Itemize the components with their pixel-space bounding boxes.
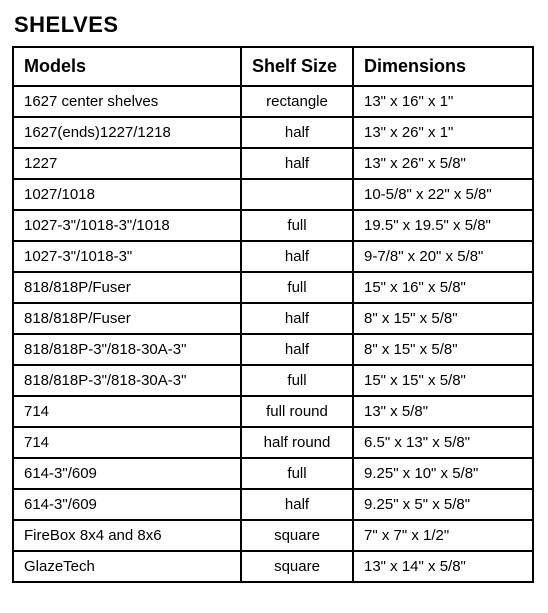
cell-size: half: [241, 489, 353, 520]
cell-model: FireBox 8x4 and 8x6: [13, 520, 241, 551]
cell-model: 818/818P/Fuser: [13, 303, 241, 334]
cell-size: half: [241, 241, 353, 272]
cell-dimensions: 9-7/8" x 20" x 5/8": [353, 241, 533, 272]
cell-model: 714: [13, 427, 241, 458]
cell-dimensions: 13" x 16" x 1": [353, 86, 533, 117]
cell-model: 818/818P/Fuser: [13, 272, 241, 303]
cell-model: 1027-3"/1018-3": [13, 241, 241, 272]
cell-model: 1027-3"/1018-3"/1018: [13, 210, 241, 241]
cell-dimensions: 15" x 15" x 5/8": [353, 365, 533, 396]
cell-size: square: [241, 520, 353, 551]
cell-size: square: [241, 551, 353, 582]
cell-dimensions: 8" x 15" x 5/8": [353, 303, 533, 334]
cell-size: half: [241, 334, 353, 365]
cell-size: [241, 179, 353, 210]
table-row: 614-3"/609half9.25" x 5" x 5/8": [13, 489, 533, 520]
cell-size: rectangle: [241, 86, 353, 117]
cell-model: 818/818P-3"/818-30A-3": [13, 334, 241, 365]
cell-model: 714: [13, 396, 241, 427]
cell-model: 818/818P-3"/818-30A-3": [13, 365, 241, 396]
table-row: 1027/1018 10-5/8" x 22" x 5/8": [13, 179, 533, 210]
cell-size: full round: [241, 396, 353, 427]
cell-size: half round: [241, 427, 353, 458]
cell-size: full: [241, 272, 353, 303]
cell-model: 614-3"/609: [13, 489, 241, 520]
table-row: 1027-3"/1018-3"/1018full19.5" x 19.5" x …: [13, 210, 533, 241]
col-header-dims: Dimensions: [353, 47, 533, 86]
cell-size: half: [241, 117, 353, 148]
cell-dimensions: 13" x 5/8": [353, 396, 533, 427]
table-row: 818/818P-3"/818-30A-3"half8" x 15" x 5/8…: [13, 334, 533, 365]
table-row: 614-3"/609full9.25" x 10" x 5/8": [13, 458, 533, 489]
cell-dimensions: 13" x 14" x 5/8": [353, 551, 533, 582]
cell-model: 1027/1018: [13, 179, 241, 210]
cell-size: full: [241, 458, 353, 489]
table-row: 714full round13" x 5/8": [13, 396, 533, 427]
col-header-models: Models: [13, 47, 241, 86]
col-header-size: Shelf Size: [241, 47, 353, 86]
page-title: SHELVES: [14, 12, 536, 38]
cell-model: 1227: [13, 148, 241, 179]
cell-dimensions: 15" x 16" x 5/8": [353, 272, 533, 303]
cell-dimensions: 13" x 26" x 1": [353, 117, 533, 148]
table-row: 714half round6.5" x 13" x 5/8": [13, 427, 533, 458]
cell-model: 1627 center shelves: [13, 86, 241, 117]
table-row: 1627(ends)1227/1218half13" x 26" x 1": [13, 117, 533, 148]
cell-dimensions: 9.25" x 10" x 5/8": [353, 458, 533, 489]
table-row: 818/818P-3"/818-30A-3"full15" x 15" x 5/…: [13, 365, 533, 396]
cell-dimensions: 10-5/8" x 22" x 5/8": [353, 179, 533, 210]
cell-model: 1627(ends)1227/1218: [13, 117, 241, 148]
cell-dimensions: 6.5" x 13" x 5/8": [353, 427, 533, 458]
table-row: FireBox 8x4 and 8x6square7" x 7" x 1/2": [13, 520, 533, 551]
table-row: 1027-3"/1018-3"half9-7/8" x 20" x 5/8": [13, 241, 533, 272]
cell-dimensions: 13" x 26" x 5/8": [353, 148, 533, 179]
table-row: 818/818P/Fuserfull15" x 16" x 5/8": [13, 272, 533, 303]
cell-dimensions: 19.5" x 19.5" x 5/8": [353, 210, 533, 241]
table-row: 818/818P/Fuserhalf8" x 15" x 5/8": [13, 303, 533, 334]
cell-dimensions: 8" x 15" x 5/8": [353, 334, 533, 365]
table-row: 1627 center shelvesrectangle13" x 16" x …: [13, 86, 533, 117]
cell-dimensions: 7" x 7" x 1/2": [353, 520, 533, 551]
cell-size: full: [241, 365, 353, 396]
table-row: GlazeTechsquare13" x 14" x 5/8": [13, 551, 533, 582]
shelves-table: Models Shelf Size Dimensions 1627 center…: [12, 46, 534, 583]
cell-size: full: [241, 210, 353, 241]
table-row: 1227half13" x 26" x 5/8": [13, 148, 533, 179]
cell-size: half: [241, 303, 353, 334]
cell-dimensions: 9.25" x 5" x 5/8": [353, 489, 533, 520]
cell-size: half: [241, 148, 353, 179]
cell-model: GlazeTech: [13, 551, 241, 582]
table-header-row: Models Shelf Size Dimensions: [13, 47, 533, 86]
cell-model: 614-3"/609: [13, 458, 241, 489]
